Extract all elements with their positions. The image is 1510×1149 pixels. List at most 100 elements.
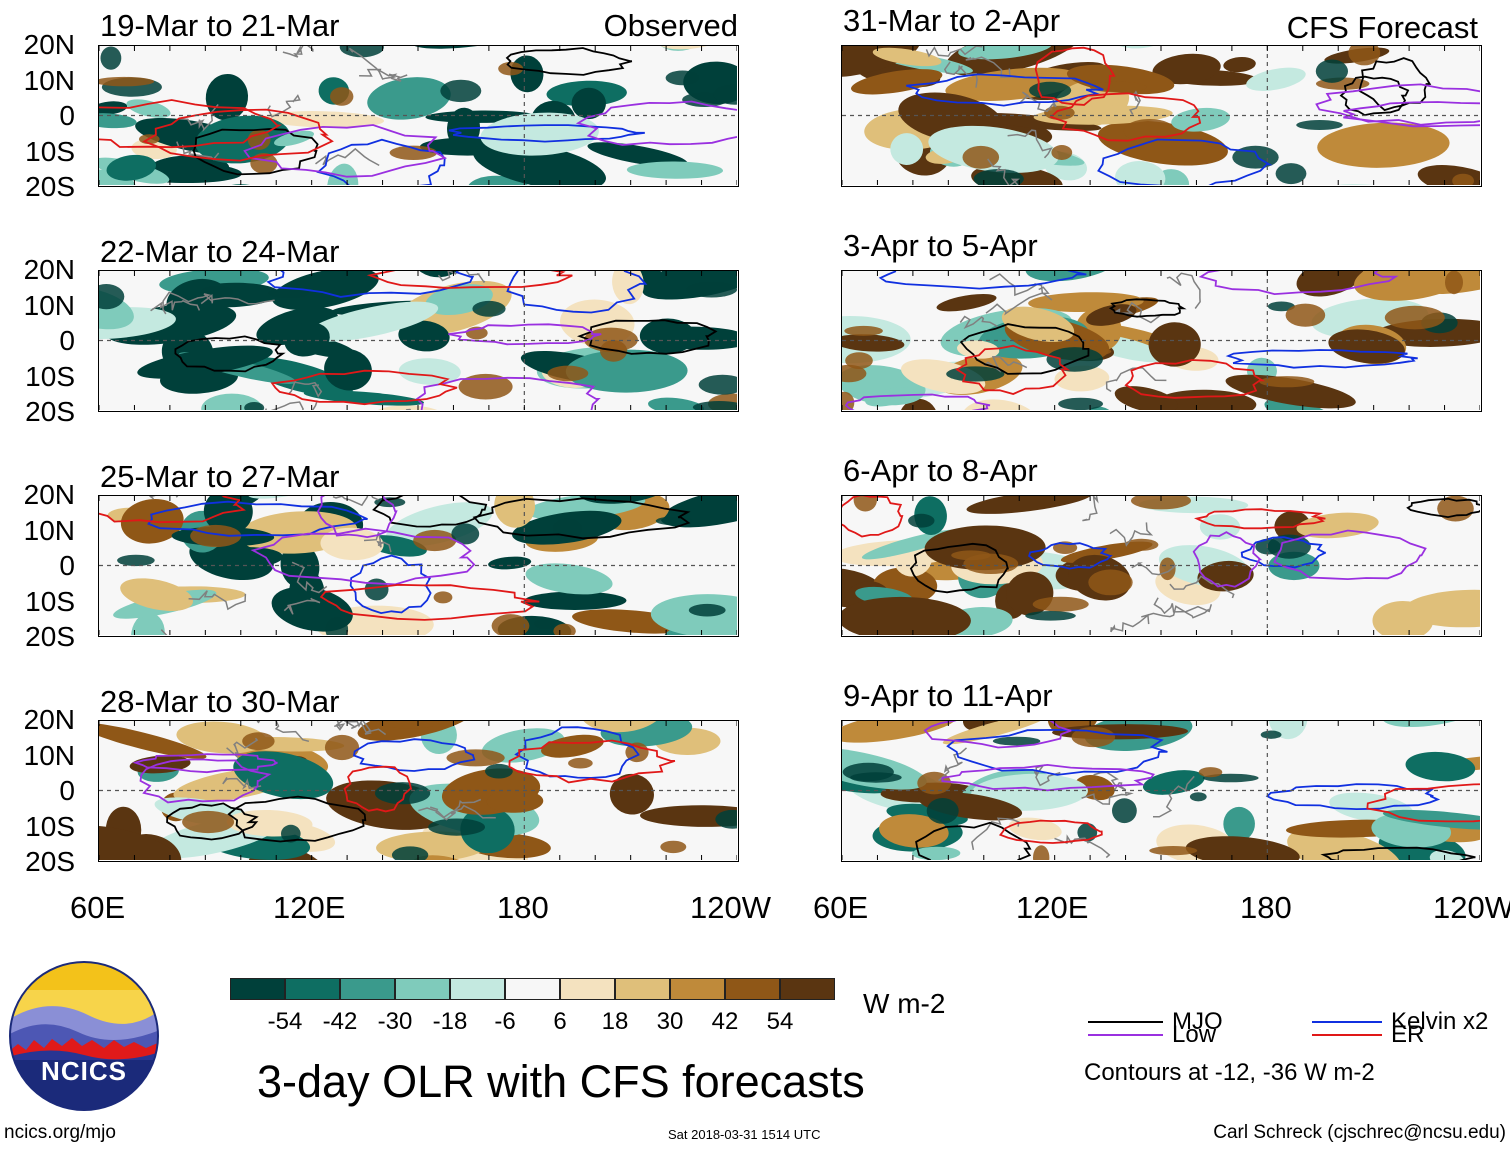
olr-anomaly-core: [1159, 557, 1176, 581]
olr-anomaly-core: [1267, 301, 1295, 312]
colorbar-label: -6: [494, 1008, 516, 1035]
contour-line: [844, 393, 991, 410]
olr-anomaly-blob: [1148, 322, 1201, 367]
contour-line: [923, 721, 1072, 749]
olr-anomaly-blob: [494, 496, 536, 528]
contour-line: [372, 496, 488, 528]
olr-anomaly-blob: [842, 334, 905, 352]
contour-line: [343, 765, 413, 813]
olr-anomaly-blob: [879, 814, 949, 848]
panel-title-fc-3: 6-Apr to 8-Apr: [843, 453, 1038, 488]
olr-anomaly-blob: [1429, 849, 1465, 860]
footer-url[interactable]: ncics.org/mjo: [4, 1122, 116, 1143]
olr-anomaly-core: [1025, 611, 1076, 621]
coastline: [348, 47, 402, 80]
contour-line: [99, 99, 283, 149]
olr-map: [99, 721, 737, 860]
coastline: [943, 61, 978, 88]
olr-anomaly-core: [99, 76, 154, 87]
olr-anomaly-core: [428, 818, 485, 836]
coastline: [188, 590, 247, 611]
olr-anomaly-core: [281, 824, 301, 843]
contour-line: [448, 323, 602, 346]
olr-anomaly-core: [1275, 163, 1307, 185]
map-panel-forecast-4: [841, 720, 1482, 862]
olr-anomaly-blob: [942, 721, 1050, 745]
legend-label-er: ER: [1391, 1021, 1425, 1048]
olr-anomaly-blob: [639, 318, 696, 354]
olr-anomaly-core: [99, 284, 125, 310]
olr-anomaly-core: [247, 129, 271, 150]
olr-anomaly-blob: [284, 322, 330, 357]
contour-line: [514, 726, 640, 779]
olr-anomaly-blob: [958, 46, 1053, 60]
olr-anomaly-core: [713, 84, 737, 105]
coastline: [332, 496, 379, 507]
contour-line: [915, 821, 1032, 860]
legend-label-low: Low: [1172, 1021, 1217, 1048]
olr-anomaly-core: [547, 365, 589, 382]
olr-anomaly-blob: [890, 133, 924, 165]
olr-anomaly-core: [1149, 846, 1198, 856]
olr-anomaly-core: [244, 402, 265, 410]
olr-anomaly-blob: [899, 398, 938, 410]
olr-anomaly-blob: [972, 112, 1102, 131]
olr-anomaly-blob: [486, 789, 544, 813]
olr-anomaly-blob: [480, 112, 599, 156]
contour-line: [505, 47, 633, 76]
olr-anomaly-blob: [842, 46, 920, 77]
lat-tick: 0: [59, 775, 75, 806]
coastline: [162, 291, 213, 315]
olr-anomaly-core: [1058, 397, 1104, 410]
coastline: [429, 798, 482, 821]
lat-tick: 10S: [25, 360, 75, 392]
coastline: [971, 817, 1020, 851]
olr-anomaly-core: [688, 603, 726, 617]
olr-anomaly-blob: [1264, 398, 1333, 410]
olr-anomaly-blob: [214, 547, 283, 568]
olr-anomaly-core: [973, 169, 1024, 185]
coastline: [178, 104, 219, 133]
olr-anomaly-core: [908, 513, 935, 528]
coastline: [267, 94, 301, 118]
olr-anomaly-blob: [571, 87, 606, 120]
olr-anomaly-blob: [324, 348, 372, 391]
colorbar-label: 42: [711, 1008, 739, 1035]
coastline: [282, 46, 314, 58]
olr-anomaly-blob: [1287, 828, 1402, 860]
olr-anomaly-core: [686, 281, 737, 298]
colorbar-swatch: [450, 978, 505, 1000]
contour-line: [575, 100, 737, 146]
olr-anomaly-blob: [541, 734, 604, 758]
colorbar-swatch: [725, 978, 780, 1000]
lat-tick: 20N: [23, 479, 75, 510]
olr-anomaly-core: [451, 523, 480, 545]
olr-anomaly-core: [1384, 305, 1445, 330]
olr-anomaly-core: [1088, 569, 1133, 596]
contour-line: [1225, 349, 1418, 369]
lon-tick-60e-right: 60E: [813, 890, 869, 925]
olr-anomaly-core: [1315, 59, 1348, 83]
contour-line: [316, 496, 398, 539]
coastline: [283, 597, 321, 615]
contour-line: [250, 527, 476, 586]
olr-anomaly-blob: [106, 154, 157, 181]
olr-anomaly-core: [364, 578, 389, 601]
coastline: [1082, 496, 1099, 522]
lon-tick-180-right: 180: [1240, 890, 1292, 925]
olr-anomaly-blob: [126, 99, 171, 118]
olr-anomaly-core: [853, 496, 877, 512]
olr-anomaly-blob: [99, 722, 207, 759]
colorbar-label: -30: [377, 1008, 413, 1035]
contour-line: [139, 758, 272, 804]
map-panel-forecast-2: [841, 270, 1482, 412]
contour-line: [243, 124, 448, 178]
map-panel-forecast-1: [841, 45, 1482, 187]
olr-anomaly-blob: [936, 294, 997, 312]
olr-anomaly-blob: [243, 357, 353, 397]
lat-tick: 0: [59, 100, 75, 131]
coastline: [418, 804, 496, 819]
legend-label-kelvin: Kelvin x2: [1391, 1008, 1489, 1035]
coastline: [1105, 367, 1167, 393]
olr-anomaly-blob: [579, 721, 665, 733]
